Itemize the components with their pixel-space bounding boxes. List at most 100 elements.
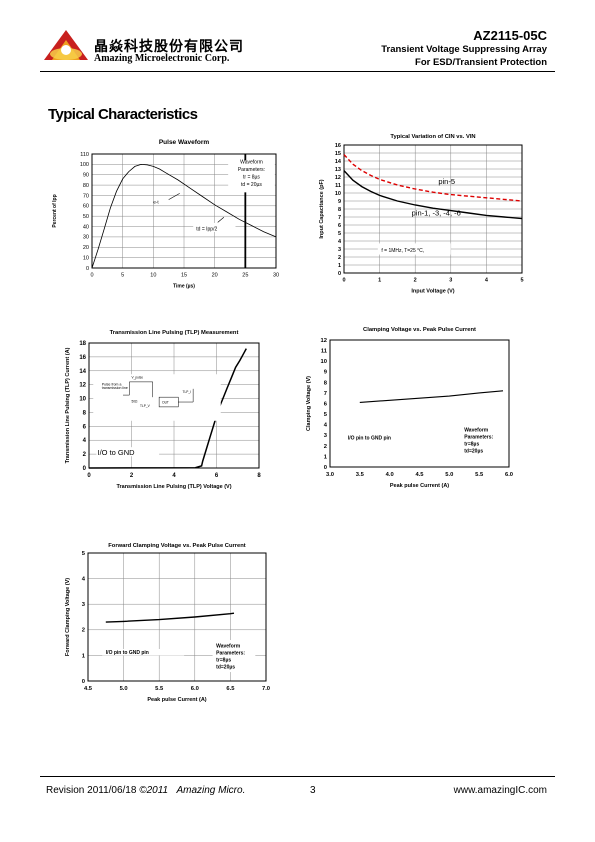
label-bg (102, 649, 185, 656)
y-tick-label: 4 (82, 577, 86, 583)
note-bg (377, 243, 451, 255)
y-tick-label: 10 (79, 397, 86, 403)
y-tick-label: 10 (321, 359, 327, 365)
company-name-en: Amazing Microelectronic Corp. (94, 53, 230, 64)
inset-wire (178, 388, 194, 403)
x-tick-label: 25 (242, 273, 248, 279)
x-tick-label: 6.0 (191, 686, 199, 692)
y-tick-label: 100 (80, 162, 89, 168)
legend-text: Parameters: (216, 651, 245, 657)
label-bg (96, 447, 160, 457)
forward-clamping-chart: Forward Clamping Voltage vs. Peak Pulse … (65, 543, 270, 703)
y-tick-label: 14 (335, 159, 342, 165)
y-axis-label: Transmission Line Pulsing (TLP) Current … (65, 347, 71, 463)
y-tick-label: 8 (338, 207, 341, 213)
x-tick-label: 0 (90, 273, 93, 279)
tlp-chart: Transmission Line Pulsing (TLP) Measurem… (65, 330, 261, 490)
company-name-zh: 晶焱科技股份有限公司 (94, 39, 244, 55)
y-tick-label: 3 (324, 433, 328, 439)
x-tick-label: 6 (215, 473, 219, 479)
x-tick-label: 6.0 (505, 472, 513, 478)
y-tick-label: 1 (82, 653, 86, 659)
y-tick-label: 2 (83, 452, 87, 458)
y-tick-label: 10 (335, 191, 341, 197)
inset-label: Pulse from a (102, 382, 122, 386)
logo-emblem-icon (44, 30, 88, 60)
chart-title: Transmission Line Pulsing (TLP) Measurem… (110, 330, 239, 336)
clamping-voltage-chart: Clamping Voltage vs. Peak Pulse Current 3… (306, 327, 513, 489)
section-title: Typical Characteristics (48, 106, 198, 123)
y-axis-label: Clamping Voltage (V) (306, 376, 312, 431)
legend-text: td=20µs (216, 665, 235, 671)
y-tick-label: 6 (324, 401, 328, 407)
footer-url[interactable]: www.amazingIC.com (453, 785, 547, 796)
y-tick-label: 0 (338, 271, 341, 277)
y-tick-label: 5 (82, 551, 86, 557)
x-tick-label: 4 (485, 278, 489, 284)
y-tick-label: 15 (335, 151, 341, 157)
footer-page-number: 3 (310, 785, 316, 796)
x-tick-label: 2 (414, 278, 417, 284)
y-tick-label: 18 (79, 341, 86, 347)
y-tick-label: 5 (324, 412, 328, 418)
y-tick-label: 40 (83, 224, 89, 230)
x-tick-label: 4.5 (415, 472, 424, 478)
subtitle-line1: Transient Voltage Suppressing Array (381, 44, 547, 55)
y-tick-label: 3 (82, 602, 86, 608)
company-logo (40, 26, 92, 66)
x-tick-label: 20 (212, 273, 218, 279)
inset-label: TLP_V (140, 404, 151, 408)
x-tick-label: 7.0 (262, 686, 270, 692)
footer-revision-text: Revision 2011/06/18 (46, 785, 137, 796)
legend-text: Parameters: (464, 435, 493, 441)
annotation-bg (193, 222, 236, 232)
legend-text: tr=8µs (464, 442, 479, 448)
x-tick-label: 0 (87, 473, 91, 479)
annotation-arrow-2 (217, 216, 225, 223)
plot-frame (329, 339, 510, 468)
y-tick-label: 80 (83, 183, 89, 189)
chart-title: Forward Clamping Voltage vs. Peak Pulse … (108, 543, 246, 549)
x-tick-label: 4.5 (84, 686, 93, 692)
y-tick-label: 1 (338, 263, 341, 269)
inset-label: transmission line (102, 386, 128, 390)
y-tick-label: 0 (82, 679, 85, 685)
footer-revision: Revision 2011/06/18 ©2011 Amazing Micro. (46, 785, 245, 796)
x-tick-label: 8 (257, 473, 261, 479)
y-axis-label: Input Capacitance (pF) (319, 179, 325, 238)
y-tick-label: 11 (321, 349, 328, 355)
x-tick-label: 5.0 (445, 472, 453, 478)
legend-text: Waveform (216, 644, 241, 650)
x-tick-label: 6.5 (226, 686, 235, 692)
y-tick-label: 70 (83, 193, 89, 199)
y-tick-label: 10 (83, 255, 89, 261)
y-tick-label: 4 (83, 438, 87, 444)
plot-frame (87, 552, 267, 682)
y-tick-label: 6 (338, 223, 341, 229)
footer-company: Amazing Micro. (176, 785, 246, 796)
y-tick-label: 9 (338, 199, 341, 205)
chart-label-io-gnd: I/O pin to GND pin (106, 650, 149, 656)
chart-note: f = 1MHz, T=25 °C, (381, 248, 424, 254)
inset-label: 50Ω (132, 400, 139, 404)
x-tick-label: 3.5 (356, 472, 365, 478)
x-tick-label: 5 (121, 273, 124, 279)
footer-rule (40, 776, 555, 777)
x-axis-label: Input Voltage (V) (411, 289, 454, 295)
series-line-0 (105, 612, 235, 623)
y-axis-label: Percent of Ipp (52, 194, 58, 227)
chart-title: Clamping Voltage vs. Peak Pulse Current (363, 327, 476, 333)
x-tick-label: 2 (130, 473, 134, 479)
y-tick-label: 0 (324, 465, 327, 471)
x-tick-label: 3 (449, 278, 452, 284)
x-tick-label: 4 (172, 473, 176, 479)
x-tick-label: 0 (342, 278, 345, 284)
y-tick-label: 50 (83, 214, 89, 220)
y-tick-label: 12 (335, 175, 341, 181)
x-axis-label: Peak pulse Current (A) (390, 483, 449, 489)
legend-text: td = 20µs (241, 182, 262, 188)
annotation-arrow-1 (168, 193, 180, 200)
chart-label-io-gnd: I/O to GND (98, 448, 136, 457)
series-line-0 (91, 163, 277, 269)
